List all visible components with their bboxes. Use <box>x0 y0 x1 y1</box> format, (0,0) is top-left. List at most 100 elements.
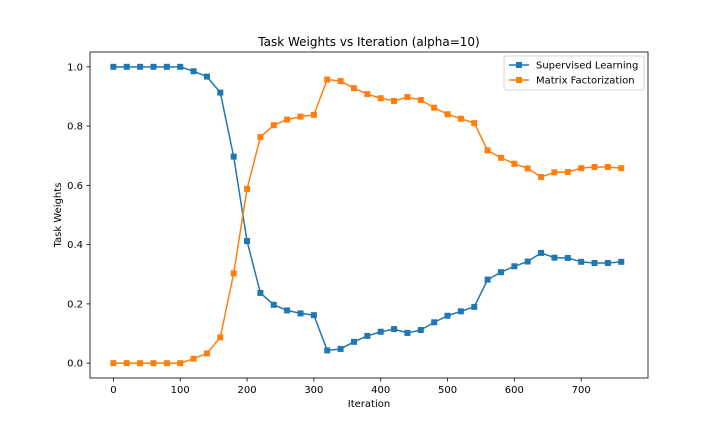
data-point-marker <box>618 258 625 265</box>
y-axis-label: Task Weights <box>53 183 64 249</box>
data-point-marker <box>538 249 545 256</box>
data-point-marker <box>123 360 130 367</box>
x-tick-label: 200 <box>237 385 256 396</box>
data-point-marker <box>457 115 464 122</box>
data-point-marker <box>564 169 571 176</box>
data-point-marker <box>217 334 224 341</box>
data-point-marker <box>297 113 304 120</box>
data-point-marker <box>471 120 478 127</box>
data-point-marker <box>137 63 144 70</box>
data-point-marker <box>551 254 558 261</box>
data-point-marker <box>324 76 331 83</box>
legend-marker <box>516 77 522 83</box>
data-point-marker <box>203 73 210 80</box>
data-point-marker <box>230 270 237 277</box>
data-point-marker <box>511 263 518 270</box>
data-point-marker <box>110 63 117 70</box>
data-point-marker <box>190 68 197 75</box>
data-point-marker <box>497 269 504 276</box>
x-tick-label: 0 <box>110 385 116 396</box>
data-point-marker <box>524 165 531 172</box>
x-tick-label: 500 <box>438 385 457 396</box>
data-point-marker <box>337 78 344 85</box>
data-point-marker <box>257 289 264 296</box>
x-tick-label: 700 <box>572 385 591 396</box>
data-point-marker <box>257 134 264 141</box>
data-point-marker <box>230 153 237 160</box>
x-tick-label: 600 <box>505 385 524 396</box>
data-point-marker <box>350 85 357 92</box>
data-point-marker <box>284 116 291 123</box>
data-point-marker <box>484 147 491 154</box>
y-axis: 0.0 0.2 0.4 0.6 0.8 1.0 <box>67 62 90 370</box>
data-point-marker <box>377 95 384 102</box>
data-point-marker <box>618 165 625 172</box>
data-point-marker <box>604 260 611 267</box>
legend-marker <box>516 62 522 68</box>
data-point-marker <box>297 310 304 317</box>
data-point-marker <box>578 258 585 265</box>
x-axis-label: Iteration <box>348 399 390 410</box>
data-point-marker <box>190 355 197 362</box>
data-point-marker <box>310 312 317 319</box>
data-point-marker <box>337 345 344 352</box>
y-tick-label: 0.6 <box>67 181 83 192</box>
data-point-marker <box>177 360 184 367</box>
y-tick-label: 0.4 <box>67 240 83 251</box>
legend-label: Matrix Factorization <box>536 76 635 87</box>
data-point-marker <box>217 89 224 96</box>
data-point-marker <box>457 308 464 315</box>
x-tick-label: 300 <box>304 385 323 396</box>
data-point-marker <box>417 97 424 104</box>
data-point-marker <box>150 360 157 367</box>
data-point-marker <box>524 258 531 265</box>
data-point-marker <box>538 174 545 181</box>
data-point-marker <box>591 163 598 170</box>
data-point-marker <box>203 350 210 357</box>
data-point-marker <box>591 260 598 267</box>
data-point-marker <box>391 326 398 333</box>
plot-frame <box>89 51 649 379</box>
data-point-marker <box>484 276 491 283</box>
legend-label: Supervised Learning <box>536 61 638 72</box>
x-tick-label: 100 <box>171 385 190 396</box>
x-tick-label: 400 <box>371 385 390 396</box>
data-point-marker <box>244 238 251 245</box>
series-group <box>110 63 625 354</box>
data-point-marker <box>404 94 411 101</box>
y-tick-label: 0.0 <box>67 359 83 370</box>
data-point-marker <box>417 326 424 333</box>
data-point-marker <box>324 347 331 354</box>
data-point-marker <box>431 319 438 326</box>
data-point-marker <box>163 360 170 367</box>
data-point-marker <box>497 154 504 161</box>
data-point-marker <box>578 165 585 172</box>
data-point-marker <box>244 185 251 192</box>
data-point-marker <box>391 97 398 104</box>
data-point-marker <box>177 63 184 70</box>
data-point-marker <box>310 111 317 118</box>
data-point-marker <box>150 63 157 70</box>
data-point-marker <box>350 338 357 345</box>
data-point-marker <box>404 329 411 336</box>
data-point-marker <box>471 303 478 310</box>
data-point-marker <box>377 328 384 335</box>
series-group <box>110 76 625 367</box>
data-point-marker <box>511 160 518 167</box>
data-point-marker <box>284 307 291 314</box>
data-point-marker <box>551 169 558 176</box>
data-point-marker <box>270 122 277 129</box>
legend: Supervised Learning Matrix Factorization <box>503 55 645 91</box>
chart-title: Task Weights vs Iteration (alpha=10) <box>257 35 479 49</box>
data-point-marker <box>123 63 130 70</box>
data-point-marker <box>137 360 144 367</box>
y-tick-label: 0.8 <box>67 122 83 133</box>
plot-area <box>89 51 649 379</box>
data-point-marker <box>364 91 371 98</box>
y-tick-label: 0.2 <box>67 299 83 310</box>
data-point-marker <box>604 163 611 170</box>
data-point-marker <box>163 63 170 70</box>
data-point-marker <box>564 254 571 261</box>
data-point-marker <box>444 312 451 319</box>
